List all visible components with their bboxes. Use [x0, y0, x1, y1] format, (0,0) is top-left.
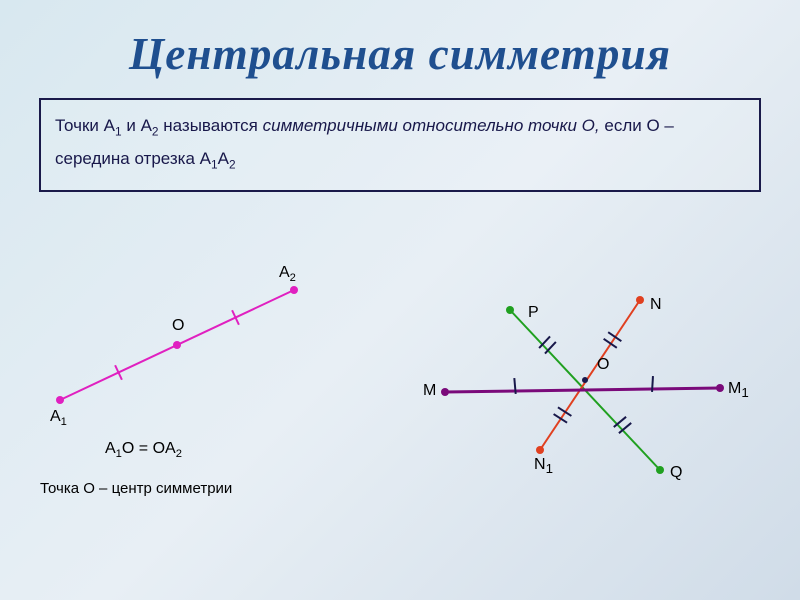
- label-O-right: O: [597, 356, 609, 374]
- label-A1: A1: [50, 408, 67, 428]
- def-text: Точки A1 и A2 называются симметричными о…: [55, 116, 674, 168]
- right-diagram: [0, 0, 800, 600]
- label-A2: A2: [279, 264, 296, 284]
- caption-center-of-symmetry: Точка О – центр симметрии: [40, 480, 232, 497]
- left-diagram: [0, 0, 800, 600]
- label-N1: N1: [534, 456, 553, 476]
- label-O-left: O: [172, 317, 184, 335]
- label-M1: M1: [728, 380, 749, 400]
- page-title: Центральная симметрия: [0, 0, 800, 80]
- definition-box: Точки A1 и A2 называются симметричными о…: [39, 98, 761, 192]
- label-P: P: [528, 304, 539, 322]
- equation-A1O-OA2: A1O = OA2: [105, 440, 182, 460]
- label-N: N: [650, 296, 662, 314]
- label-Q: Q: [670, 464, 682, 482]
- label-M: M: [423, 382, 436, 400]
